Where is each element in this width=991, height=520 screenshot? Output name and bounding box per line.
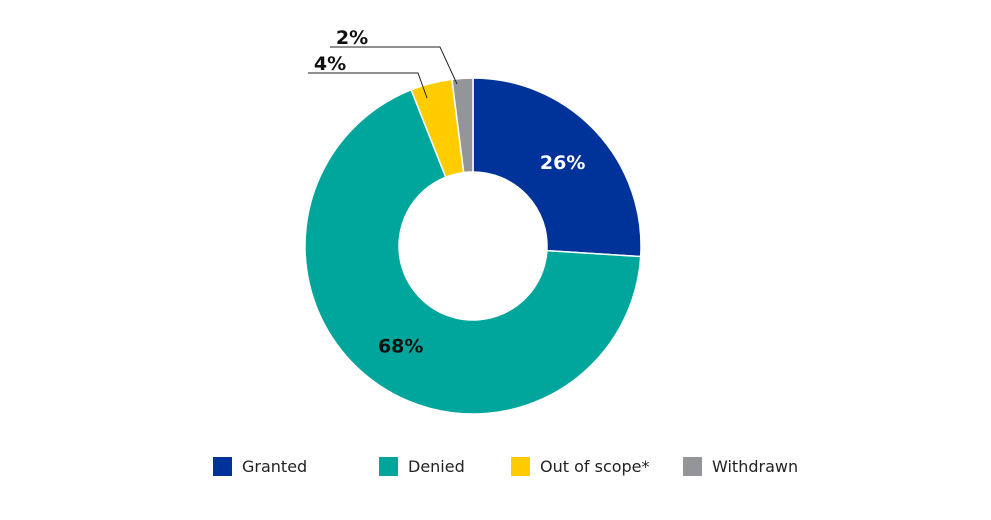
slice-label-granted: 26% — [540, 152, 585, 174]
slice-label-denied: 68% — [378, 336, 423, 358]
legend-label-out-of-scope: Out of scope* — [540, 457, 650, 476]
slice-labels: 26% 68% 4% 2% — [314, 27, 586, 358]
slice-label-out-of-scope: 4% — [314, 53, 346, 75]
legend-item-denied: Denied — [379, 457, 465, 476]
legend-label-granted: Granted — [242, 457, 307, 476]
legend-swatch-granted — [213, 457, 232, 476]
legend-label-denied: Denied — [408, 457, 465, 476]
legend-swatch-out-of-scope — [511, 457, 530, 476]
legend-swatch-withdrawn — [683, 457, 702, 476]
legend-swatch-denied — [379, 457, 398, 476]
legend-item-out-of-scope: Out of scope* — [511, 457, 650, 476]
legend-item-withdrawn: Withdrawn — [683, 457, 798, 476]
slice-label-withdrawn: 2% — [336, 27, 368, 49]
slice-withdrawn — [451, 77, 474, 174]
legend-item-granted: Granted — [213, 457, 307, 476]
donut-slices — [304, 77, 642, 415]
slice-denied — [304, 88, 642, 415]
legend-label-withdrawn: Withdrawn — [712, 457, 798, 476]
callout-line-out-of-scope — [308, 72, 428, 99]
slice-granted — [472, 77, 642, 258]
callout-line-withdrawn — [330, 46, 458, 85]
callout-leaders — [308, 46, 458, 99]
chart-legend: Granted Denied Out of scope* Withdrawn — [213, 457, 798, 476]
